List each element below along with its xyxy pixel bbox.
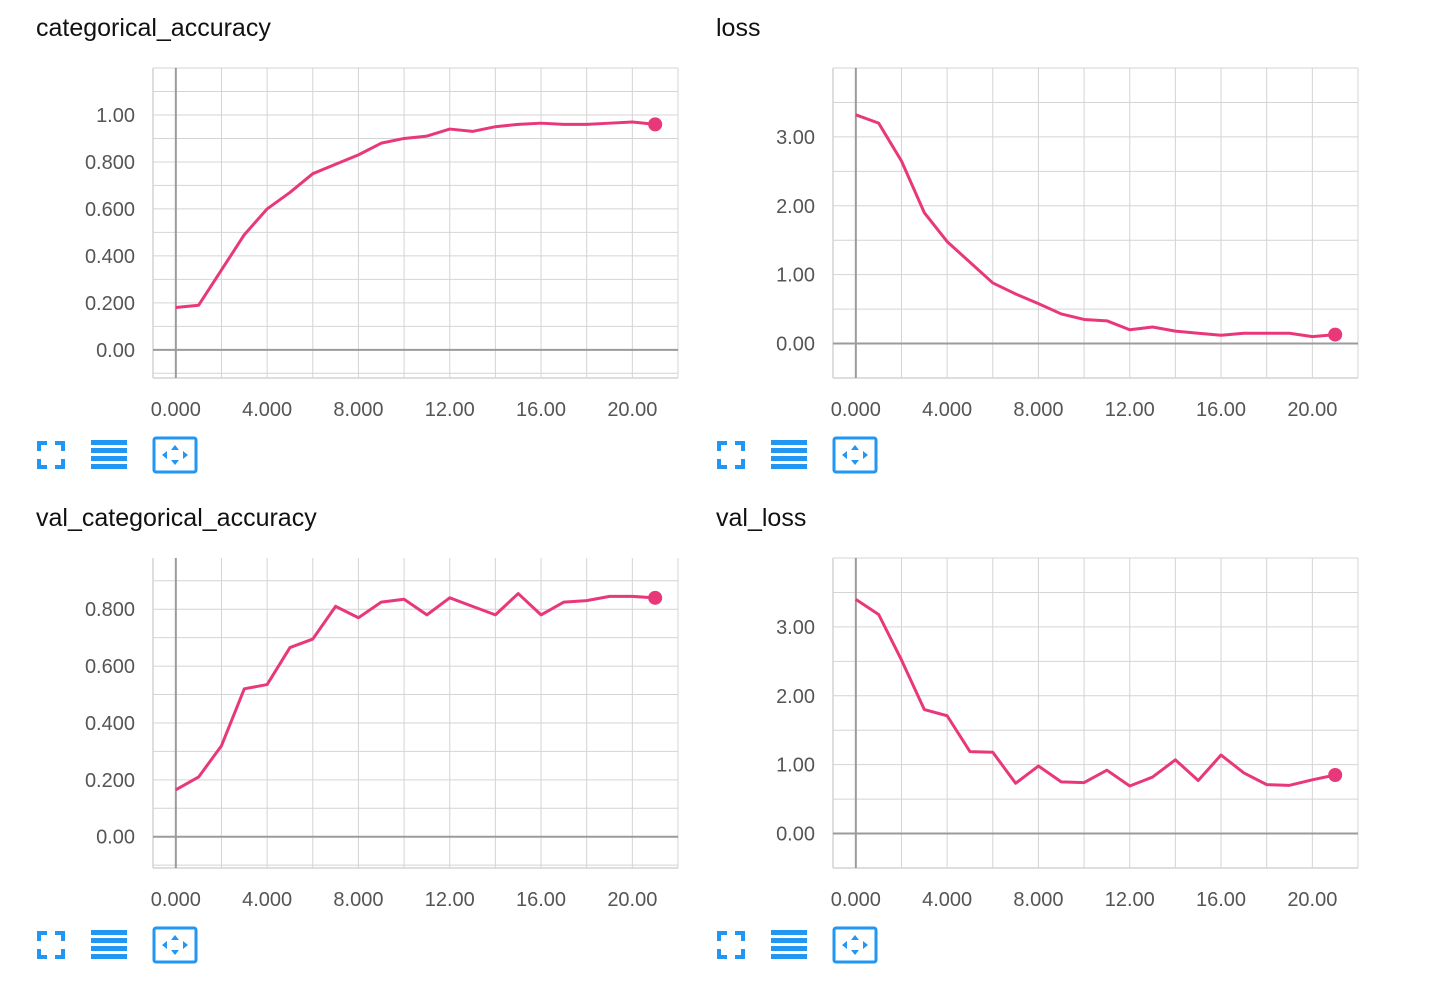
x-tick-label: 4.000	[242, 889, 292, 911]
fit-domain-icon[interactable]	[832, 436, 878, 474]
x-tick-label: 16.00	[1196, 889, 1246, 911]
y-tick-label: 0.200	[85, 770, 135, 792]
grid	[153, 558, 679, 868]
last-point-marker	[648, 117, 663, 132]
y-tick-label: 0.00	[776, 334, 815, 356]
toggle-log-scale-icon[interactable]	[90, 438, 128, 472]
x-tick-label: 12.00	[1105, 399, 1155, 421]
x-tick-label: 8.000	[1013, 889, 1063, 911]
chart-plot[interactable]: 0.00 1.00 2.00 3.00 0.000 4.000 8.000 12.00 16.0…	[680, 0, 1360, 430]
x-tick-label: 20.00	[607, 399, 657, 421]
y-tick-label: 0.600	[85, 199, 135, 221]
x-tick-label: 4.000	[242, 399, 292, 421]
chart-controls	[36, 926, 222, 964]
series-line	[175, 120, 656, 310]
chart-panel-categorical-accuracy: categorical_accuracy 0.00 0.200 0.400 0.600…	[0, 0, 680, 490]
x-tick-label: 8.000	[333, 889, 383, 911]
toggle-log-scale-icon[interactable]	[770, 438, 808, 472]
x-tick-label: 8.000	[1013, 399, 1063, 421]
series-line	[855, 113, 1336, 339]
y-tick-label: 0.00	[96, 340, 135, 362]
x-tick-label: 16.00	[516, 399, 566, 421]
x-tick-label: 0.000	[831, 399, 881, 421]
y-tick-label: 0.800	[85, 152, 135, 174]
x-tick-label: 12.00	[425, 399, 475, 421]
y-tick-label: 0.00	[776, 824, 815, 846]
x-tick-label: 20.00	[1287, 889, 1337, 911]
grid	[833, 557, 1359, 869]
fullscreen-icon[interactable]	[36, 930, 66, 960]
fit-domain-icon[interactable]	[152, 926, 198, 964]
chart-controls	[716, 436, 902, 474]
last-point-marker	[1328, 327, 1343, 342]
x-tick-label: 16.00	[516, 889, 566, 911]
chart-panel-val-loss: val_loss 0.00 1.00 2.00 3.00 0.000 4.000 8.000…	[680, 490, 1360, 980]
fullscreen-icon[interactable]	[716, 930, 746, 960]
y-tick-label: 1.00	[776, 755, 815, 777]
x-tick-label: 4.000	[922, 889, 972, 911]
x-tick-label: 8.000	[333, 399, 383, 421]
y-tick-label: 2.00	[776, 686, 815, 708]
x-tick-label: 4.000	[922, 399, 972, 421]
chart-controls	[36, 436, 222, 474]
series-line	[175, 592, 656, 792]
y-tick-label: 1.00	[776, 265, 815, 287]
chart-plot[interactable]: 0.00 0.200 0.400 0.600 0.800 0.000 4.000 8.000 1…	[0, 490, 680, 920]
chart-title: val_loss	[716, 504, 807, 532]
chart-title: loss	[716, 14, 761, 42]
toggle-log-scale-icon[interactable]	[770, 928, 808, 962]
chart-title: val_categorical_accuracy	[36, 504, 317, 532]
y-tick-label: 3.00	[776, 127, 815, 149]
grid	[153, 67, 679, 378]
chart-title: categorical_accuracy	[36, 14, 271, 42]
y-tick-label: 0.200	[85, 293, 135, 315]
x-tick-label: 20.00	[607, 889, 657, 911]
x-tick-label: 0.000	[831, 889, 881, 911]
x-tick-label: 0.000	[151, 889, 201, 911]
fullscreen-icon[interactable]	[716, 440, 746, 470]
chart-panel-val-categorical-accuracy: val_categorical_accuracy 0.00 0.200 0.400 0…	[0, 490, 680, 980]
last-point-marker	[648, 590, 663, 605]
y-tick-label: 0.400	[85, 713, 135, 735]
y-tick-label: 0.800	[85, 599, 135, 621]
last-point-marker	[1328, 768, 1343, 782]
y-tick-label: 1.00	[96, 105, 135, 127]
chart-plot[interactable]: 0.00 0.200 0.400 0.600 0.800 1.00 0.000 4.000 8.…	[0, 0, 680, 430]
x-tick-label: 20.00	[1287, 399, 1337, 421]
y-tick-label: 0.400	[85, 246, 135, 268]
x-tick-label: 12.00	[425, 889, 475, 911]
chart-controls	[716, 926, 902, 964]
chart-panel-loss: loss 0.00 1.00 2.00 3.00 0.000 4.000 8.000 12.0…	[680, 0, 1360, 490]
y-tick-label: 3.00	[776, 617, 815, 639]
fit-domain-icon[interactable]	[152, 436, 198, 474]
x-tick-label: 12.00	[1105, 889, 1155, 911]
fit-domain-icon[interactable]	[832, 926, 878, 964]
y-tick-label: 2.00	[776, 196, 815, 218]
chart-plot[interactable]: 0.00 1.00 2.00 3.00 0.000 4.000 8.000 12.00 16.0…	[680, 490, 1360, 920]
toggle-log-scale-icon[interactable]	[90, 928, 128, 962]
x-tick-label: 16.00	[1196, 399, 1246, 421]
x-tick-label: 0.000	[151, 399, 201, 421]
y-tick-label: 0.00	[96, 827, 135, 849]
grid	[833, 67, 1359, 379]
y-tick-label: 0.600	[85, 656, 135, 678]
fullscreen-icon[interactable]	[36, 440, 66, 470]
series-line	[854, 598, 1336, 788]
